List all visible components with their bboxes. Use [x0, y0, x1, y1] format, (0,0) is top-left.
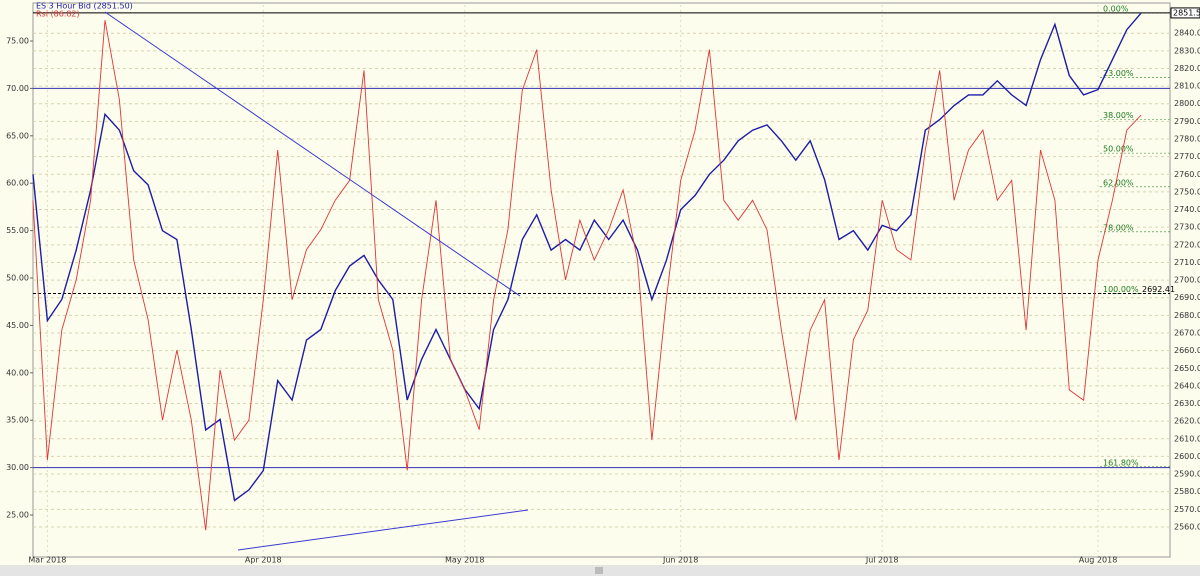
- x-tick-label: Jun 2018: [662, 556, 698, 565]
- y2-tick-label: 2610.00: [1174, 434, 1200, 443]
- trend-line: [237, 509, 529, 551]
- y-tick-label: 25.00: [6, 510, 29, 519]
- x-tick-label: Apr 2018: [245, 556, 282, 565]
- y2-tick-label: 2580.00: [1174, 487, 1200, 496]
- y2-tick-label: 2670.00: [1174, 328, 1200, 337]
- series-line: [32, 20, 1142, 531]
- y2-tick-label: 2570.00: [1174, 505, 1200, 514]
- y-tick-label: 70.00: [6, 84, 29, 93]
- price-label: 2692.41: [1142, 285, 1175, 294]
- fib-label: 100.00%: [1103, 285, 1139, 294]
- y2-tick-label: 2710.00: [1174, 258, 1200, 267]
- y-tick-label: 40.00: [6, 368, 29, 377]
- y2-tick-label: 2680.00: [1174, 311, 1200, 320]
- y-tick-label: 75.00: [6, 37, 29, 46]
- y2-tick-label: 2590.00: [1174, 470, 1200, 479]
- y2-tick-label: 2760.00: [1174, 170, 1200, 179]
- y2-tick-label: 2740.00: [1174, 205, 1200, 214]
- y-tick-label: 50.00: [6, 274, 29, 283]
- y2-tick-label: 2840.00: [1174, 29, 1200, 38]
- fib-label: 62.00%: [1103, 178, 1134, 187]
- y-tick-label: 35.00: [6, 416, 29, 425]
- x-tick-label: Aug 2018: [1079, 556, 1118, 565]
- trend-line: [104, 11, 521, 297]
- fib-label: 38.00%: [1103, 111, 1134, 120]
- legend-entry: ES 3 Hour Bid (2851.50): [36, 2, 133, 11]
- x-tick-label: Mar 2018: [28, 556, 66, 565]
- y2-tick-label: 2720.00: [1174, 240, 1200, 249]
- y2-tick-label: 2630.00: [1174, 399, 1200, 408]
- y2-tick-label: 2660.00: [1174, 346, 1200, 355]
- y-tick-label: 30.00: [6, 463, 29, 472]
- y2-tick-label: 2770.00: [1174, 152, 1200, 161]
- x-tick-label: Jul 2018: [865, 556, 899, 565]
- y-tick-label: 65.00: [6, 131, 29, 140]
- y2-tick-label: 2820.00: [1174, 64, 1200, 73]
- fib-label: 23.00%: [1103, 69, 1134, 78]
- scroll-thumb[interactable]: [595, 567, 603, 574]
- y2-tick-label: 2730.00: [1174, 223, 1200, 232]
- y-tick-label: 60.00: [6, 179, 29, 188]
- fib-label: 78.00%: [1103, 223, 1134, 232]
- series-line: [32, 12, 1142, 502]
- fib-label: 161.80%: [1103, 458, 1139, 467]
- y2-tick-label: 2830.00: [1174, 46, 1200, 55]
- price-label: 2851.50: [1173, 8, 1200, 17]
- fib-label: 0.00%: [1103, 4, 1129, 13]
- y2-tick-label: 2620.00: [1174, 417, 1200, 426]
- y2-tick-label: 2750.00: [1174, 187, 1200, 196]
- x-tick-label: May 2018: [445, 556, 484, 565]
- y2-tick-label: 2700.00: [1174, 276, 1200, 285]
- y2-tick-label: 2790.00: [1174, 117, 1200, 126]
- y-tick-label: 55.00: [6, 226, 29, 235]
- legend-entry: Rsi (86.82): [36, 10, 80, 19]
- y2-tick-label: 2600.00: [1174, 452, 1200, 461]
- y2-tick-label: 2560.00: [1174, 522, 1200, 531]
- y2-tick-label: 2640.00: [1174, 381, 1200, 390]
- y-tick-label: 45.00: [6, 321, 29, 330]
- y2-tick-label: 2810.00: [1174, 82, 1200, 91]
- y2-tick-label: 2800.00: [1174, 99, 1200, 108]
- y2-tick-label: 2690.00: [1174, 293, 1200, 302]
- y2-tick-label: 2650.00: [1174, 364, 1200, 373]
- y2-tick-label: 2780.00: [1174, 135, 1200, 144]
- price-box: [1170, 7, 1200, 19]
- fib-label: 50.00%: [1103, 145, 1134, 154]
